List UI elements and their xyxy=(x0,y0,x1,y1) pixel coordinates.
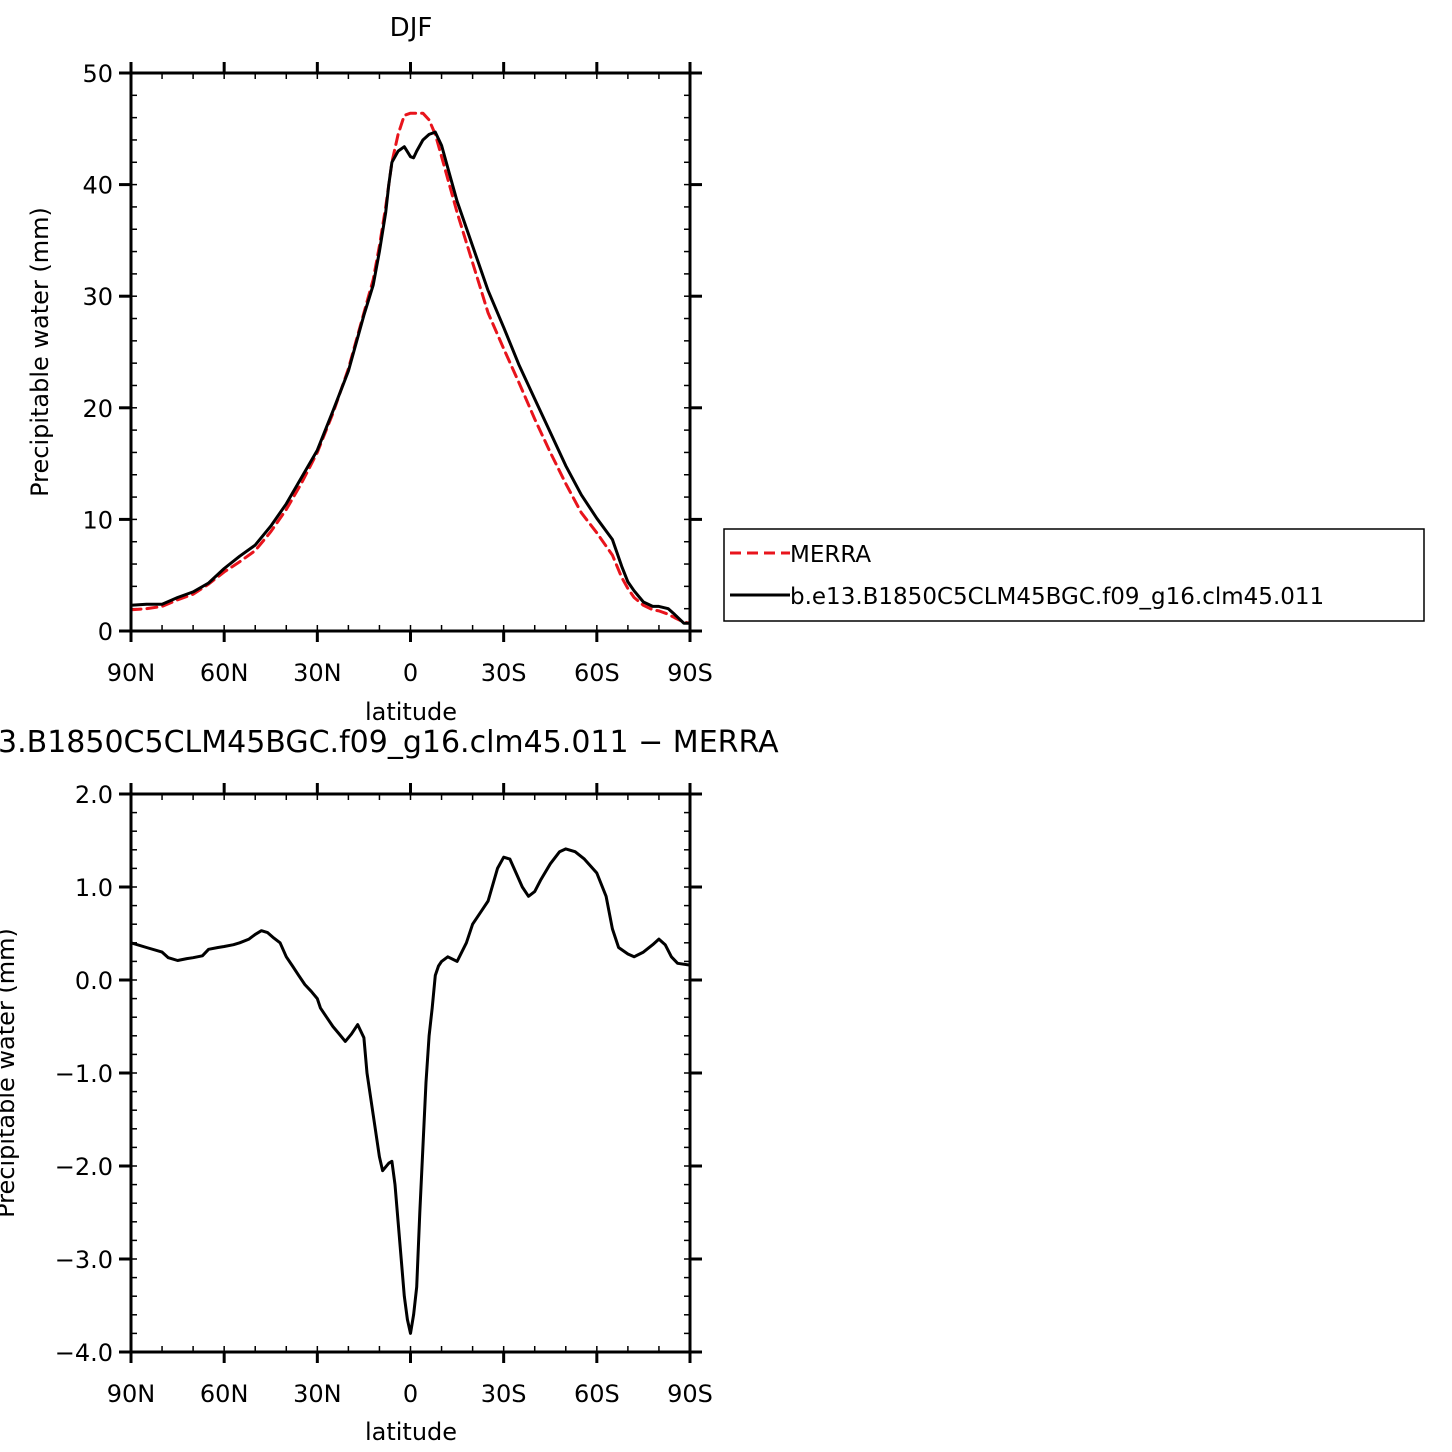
bottom-y-tick-label: −3.0 xyxy=(55,1246,113,1274)
legend-model-label: b.e13.B1850C5CLM45BGC.f09_g16.clm45.011 xyxy=(790,584,1324,610)
top-x-tick-label: 30N xyxy=(293,659,342,687)
top-x-tick-label: 90N xyxy=(107,659,156,687)
difference-panel: 3.B1850C5CLM45BGC.f09_g16.clm45.011 − ME… xyxy=(0,725,779,1446)
top-series-group xyxy=(129,111,692,625)
legend-merra-label: MERRA xyxy=(790,542,871,568)
top-x-tick-label: 30S xyxy=(481,659,527,687)
bottom-x-tick-label: 30N xyxy=(293,1380,342,1408)
bottom-x-tick-label: 60N xyxy=(200,1380,249,1408)
bottom-y-tick-label: 0.0 xyxy=(75,967,113,995)
top-y-tick-label: 20 xyxy=(82,395,113,423)
top-plot-frame xyxy=(129,71,692,633)
top-y-axis-label: Precipitable water (mm) xyxy=(26,207,54,497)
top-x-tick-label: 60N xyxy=(200,659,249,687)
bottom-y-tick-label: −1.0 xyxy=(55,1060,113,1088)
bottom-y-tick-label: −2.0 xyxy=(55,1153,113,1181)
top-y-tick-label: 50 xyxy=(82,60,113,88)
legend: MERRA b.e13.B1850C5CLM45BGC.f09_g16.clm4… xyxy=(723,528,1425,622)
top-series-line-0 xyxy=(129,111,692,625)
top-ticks: 90N 60N 30N 0 30S 60S 90S 0 10 20 30 40 50 xyxy=(82,60,712,687)
legend-box xyxy=(723,528,1425,622)
bottom-x-tick-label: 30S xyxy=(481,1380,527,1408)
bottom-x-tick-label: 90N xyxy=(107,1380,156,1408)
top-y-tick-label: 30 xyxy=(82,283,113,311)
top-x-tick-label: 60S xyxy=(574,659,620,687)
bottom-y-tick-label: 1.0 xyxy=(75,874,113,902)
bottom-series-group xyxy=(129,847,692,1335)
bottom-x-tick-label: 90S xyxy=(667,1380,713,1408)
djf-precipitable-water-panel: DJF 90N 60N 30N 0 30S 60S 90S 0 10 20 30 40 50 latit… xyxy=(26,13,713,726)
bottom-ticks: 90N 60N 30N 0 30S 60S 90S 2.0 1.0 0.0 −1.0 −2.0 −3.0… xyxy=(55,781,713,1408)
bottom-x-tick-label: 60S xyxy=(574,1380,620,1408)
top-y-tick-label: 0 xyxy=(98,618,113,646)
bottom-y-axis-label: Precipitable water (mm) xyxy=(0,928,20,1218)
bottom-x-tick-label: 0 xyxy=(403,1380,418,1408)
top-y-tick-label: 10 xyxy=(82,506,113,534)
bottom-y-tick-label: 2.0 xyxy=(75,781,113,809)
top-x-tick-label: 0 xyxy=(403,659,418,687)
bottom-y-tick-label: −4.0 xyxy=(55,1339,113,1367)
bottom-chart-title: 3.B1850C5CLM45BGC.f09_g16.clm45.011 − ME… xyxy=(0,725,779,760)
top-x-tick-label: 90S xyxy=(667,659,713,687)
top-series-line-1 xyxy=(129,130,692,625)
top-y-tick-label: 40 xyxy=(82,172,113,200)
bottom-plot-frame xyxy=(129,792,692,1354)
top-x-axis-label: latitude xyxy=(365,698,457,726)
bottom-x-axis-label: latitude xyxy=(365,1418,457,1446)
bottom-series-line-0 xyxy=(129,847,692,1335)
top-chart-title: DJF xyxy=(390,13,433,43)
